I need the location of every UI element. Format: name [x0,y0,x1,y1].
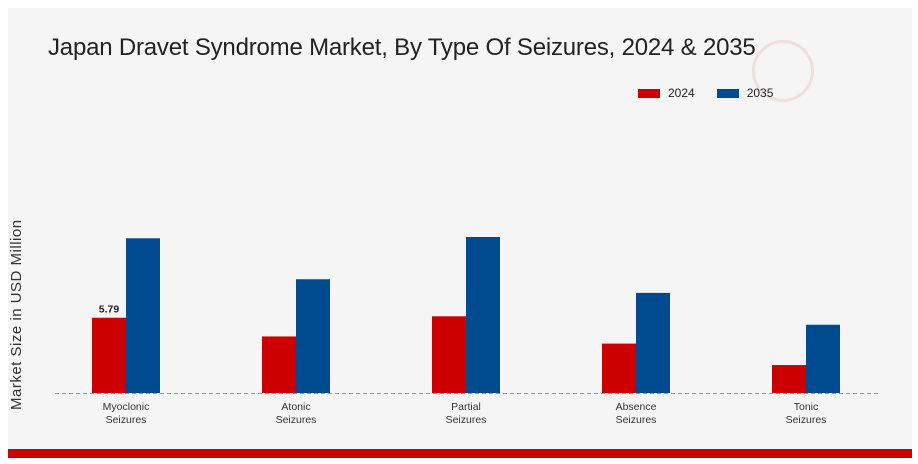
legend-swatch-2035 [716,88,739,98]
legend: 2024 2035 [638,86,795,100]
bar-2035-tonic [806,324,840,393]
x-tick-label: Atonic [281,401,310,413]
x-tick-label: Seizures [446,414,487,426]
x-tick-label: Tonic [794,401,819,413]
bar-2024-absence [602,343,636,393]
bar-2035-atonic [296,279,330,393]
legend-label-2035: 2035 [746,86,774,100]
bar-2035-myoclonic [126,238,160,393]
legend-item-2035: 2035 [716,86,774,100]
x-tick-label: Partial [451,401,481,413]
legend-swatch-2024 [638,88,660,98]
bar-2035-partial [466,237,500,393]
data-label: 5.79 [99,304,120,316]
bar-2035-absence [636,292,670,393]
bottom-accent-bar [8,449,912,458]
legend-label-2024: 2024 [668,86,695,100]
bar-2024-tonic [772,365,806,393]
bar-2024-myoclonic [92,317,126,393]
x-tick-label: Seizures [106,414,147,426]
bar-2024-atonic [262,336,296,393]
x-tick-label: Seizures [276,414,317,426]
x-tick-label: Myoclonic [103,401,150,413]
x-tick-label: Seizures [616,414,657,426]
x-tick-label: Seizures [786,414,827,426]
bar-2024-partial [432,316,466,393]
chart-title: Japan Dravet Syndrome Market, By Type Of… [48,34,756,61]
x-tick-label: Absence [616,401,657,413]
legend-item-2024: 2024 [638,86,695,100]
watermark-logo [752,40,814,102]
